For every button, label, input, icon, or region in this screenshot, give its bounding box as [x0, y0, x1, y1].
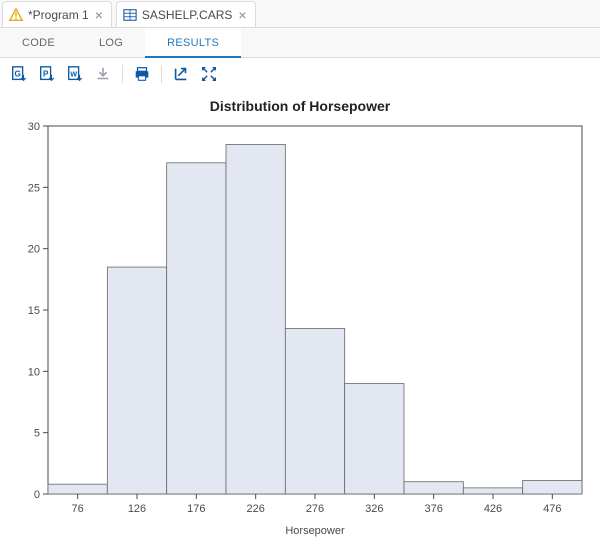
svg-text:476: 476: [543, 503, 561, 515]
warning-icon: [9, 8, 23, 22]
pdf-download-icon[interactable]: P: [36, 63, 58, 85]
chart-title: Distribution of Horsepower: [8, 98, 592, 114]
svg-text:0: 0: [34, 489, 40, 501]
svg-text:276: 276: [306, 503, 324, 515]
chart-container: Distribution of Horsepower 0 5 10 15 20 25 30 7…: [0, 90, 600, 544]
print-icon[interactable]: [131, 63, 153, 85]
code-download-icon[interactable]: G: [8, 63, 30, 85]
collapse-icon[interactable]: [198, 63, 220, 85]
word-download-icon[interactable]: W: [64, 63, 86, 85]
svg-text:25: 25: [28, 182, 40, 194]
popout-icon[interactable]: [170, 63, 192, 85]
close-icon[interactable]: ×: [95, 8, 103, 22]
toolbar-separator: [161, 65, 162, 83]
svg-text:76: 76: [72, 503, 84, 515]
svg-text:10: 10: [28, 366, 40, 378]
svg-text:G: G: [15, 70, 21, 79]
toolbar-separator: [122, 65, 123, 83]
histogram-chart: 0 5 10 15 20 25 30 76 126 176 226 276 326 376 426 476 Ho…: [8, 120, 592, 540]
file-tab-sashelp-cars[interactable]: SASHELP.CARS ×: [116, 1, 256, 27]
file-tab-label: *Program 1: [28, 8, 89, 22]
svg-text:Horsepower: Horsepower: [285, 525, 345, 537]
tab-results[interactable]: RESULTS: [145, 28, 241, 58]
svg-text:5: 5: [34, 428, 40, 440]
file-tab-label: SASHELP.CARS: [142, 8, 233, 22]
results-toolbar: G P W: [0, 58, 600, 90]
svg-text:126: 126: [128, 503, 146, 515]
svg-text:326: 326: [365, 503, 383, 515]
close-icon[interactable]: ×: [238, 8, 246, 22]
svg-text:P: P: [43, 70, 49, 79]
svg-text:30: 30: [28, 121, 40, 133]
tab-code[interactable]: CODE: [0, 28, 77, 58]
view-tab-bar: CODE LOG RESULTS: [0, 28, 600, 58]
file-tab-bar: *Program 1 × SASHELP.CARS ×: [0, 0, 600, 28]
download-icon[interactable]: [92, 63, 114, 85]
svg-text:20: 20: [28, 244, 40, 256]
svg-text:W: W: [70, 70, 77, 79]
svg-text:376: 376: [424, 503, 442, 515]
table-icon: [123, 8, 137, 22]
svg-text:15: 15: [28, 305, 40, 317]
svg-text:426: 426: [484, 503, 502, 515]
file-tab-program1[interactable]: *Program 1 ×: [2, 1, 112, 27]
svg-text:176: 176: [187, 503, 205, 515]
tab-log[interactable]: LOG: [77, 28, 145, 58]
svg-text:226: 226: [246, 503, 264, 515]
